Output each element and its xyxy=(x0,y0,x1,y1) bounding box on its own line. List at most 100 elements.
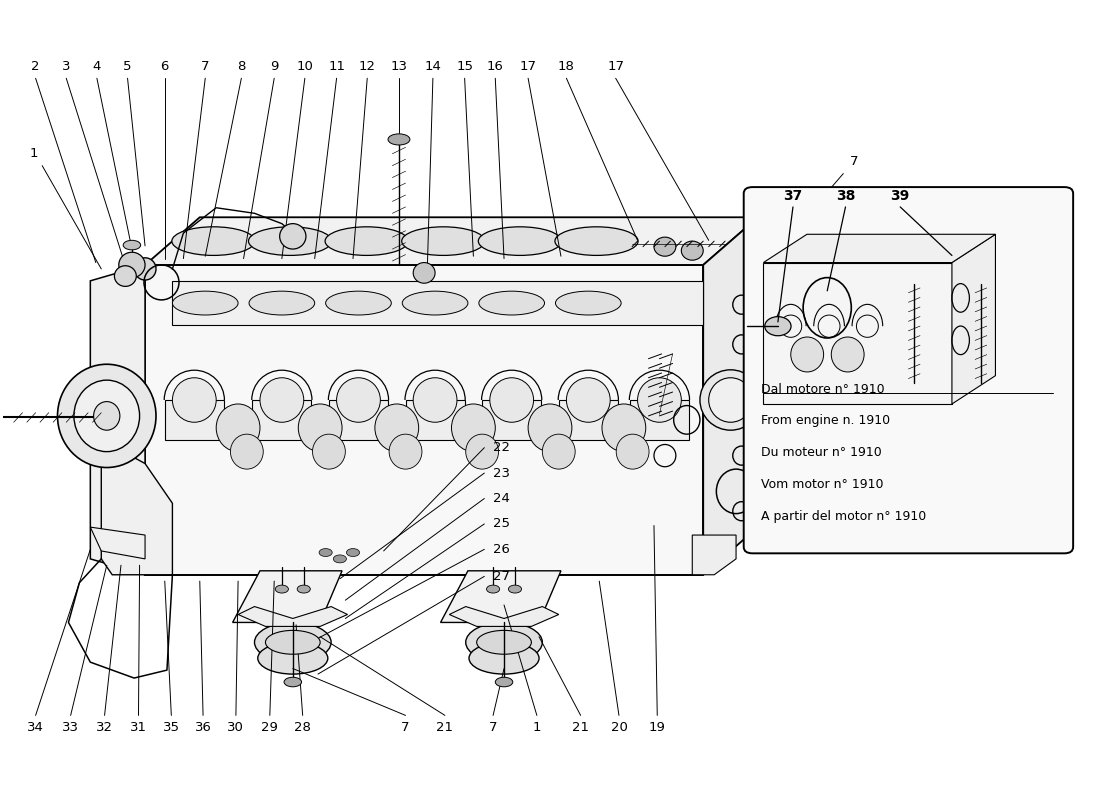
Text: Du moteur n° 1910: Du moteur n° 1910 xyxy=(761,446,882,459)
Text: 28: 28 xyxy=(294,721,311,734)
Polygon shape xyxy=(101,440,173,574)
Polygon shape xyxy=(232,571,342,622)
Ellipse shape xyxy=(312,434,345,469)
Polygon shape xyxy=(763,234,996,262)
Ellipse shape xyxy=(326,227,408,255)
Text: 21: 21 xyxy=(572,721,590,734)
Ellipse shape xyxy=(478,227,561,255)
Text: 20: 20 xyxy=(610,721,627,734)
Text: 25: 25 xyxy=(493,518,510,530)
Ellipse shape xyxy=(265,630,320,654)
Text: 39: 39 xyxy=(891,189,910,203)
Ellipse shape xyxy=(681,241,703,260)
Text: 3: 3 xyxy=(62,60,70,73)
Ellipse shape xyxy=(260,378,304,422)
Ellipse shape xyxy=(542,434,575,469)
Text: Vom motor n° 1910: Vom motor n° 1910 xyxy=(761,478,883,491)
Polygon shape xyxy=(90,265,145,574)
Bar xyxy=(630,400,689,440)
Text: 12: 12 xyxy=(359,60,376,73)
Ellipse shape xyxy=(791,337,824,372)
Ellipse shape xyxy=(230,434,263,469)
Ellipse shape xyxy=(172,227,255,255)
Text: 13: 13 xyxy=(390,60,407,73)
Text: 30: 30 xyxy=(228,721,244,734)
Text: 7: 7 xyxy=(850,155,858,168)
Ellipse shape xyxy=(490,378,534,422)
Text: 29: 29 xyxy=(262,721,278,734)
Polygon shape xyxy=(238,606,348,626)
Text: 11: 11 xyxy=(328,60,345,73)
Text: 31: 31 xyxy=(130,721,147,734)
Ellipse shape xyxy=(217,404,260,452)
Text: 9: 9 xyxy=(270,60,278,73)
Bar xyxy=(252,400,311,440)
Ellipse shape xyxy=(414,262,436,283)
Text: 35: 35 xyxy=(163,721,179,734)
Polygon shape xyxy=(692,535,736,574)
Ellipse shape xyxy=(275,585,288,593)
Ellipse shape xyxy=(319,549,332,557)
Text: 16: 16 xyxy=(487,60,504,73)
Ellipse shape xyxy=(478,291,544,315)
Ellipse shape xyxy=(249,227,332,255)
Bar xyxy=(406,400,464,440)
Polygon shape xyxy=(441,571,561,622)
Ellipse shape xyxy=(508,585,521,593)
Ellipse shape xyxy=(257,642,328,674)
Text: 1: 1 xyxy=(30,147,37,160)
Text: 7: 7 xyxy=(201,60,209,73)
Text: 10: 10 xyxy=(296,60,314,73)
Text: eurospares: eurospares xyxy=(456,437,688,490)
Polygon shape xyxy=(449,606,559,626)
Text: 36: 36 xyxy=(195,721,211,734)
Ellipse shape xyxy=(74,380,140,452)
Text: 27: 27 xyxy=(493,570,510,583)
Polygon shape xyxy=(145,218,758,265)
FancyBboxPatch shape xyxy=(744,187,1074,554)
Text: 34: 34 xyxy=(28,721,44,734)
Polygon shape xyxy=(90,527,145,559)
Text: 5: 5 xyxy=(123,60,132,73)
Bar xyxy=(165,400,224,440)
Ellipse shape xyxy=(173,291,238,315)
Ellipse shape xyxy=(326,291,392,315)
Text: 6: 6 xyxy=(161,60,169,73)
Text: 17: 17 xyxy=(519,60,537,73)
Text: 15: 15 xyxy=(456,60,473,73)
Text: 8: 8 xyxy=(238,60,245,73)
Text: 23: 23 xyxy=(493,466,510,479)
Ellipse shape xyxy=(451,404,495,452)
Ellipse shape xyxy=(402,227,485,255)
Ellipse shape xyxy=(249,291,315,315)
Text: 17: 17 xyxy=(607,60,624,73)
Ellipse shape xyxy=(700,370,761,430)
Ellipse shape xyxy=(297,585,310,593)
Polygon shape xyxy=(145,265,703,574)
Ellipse shape xyxy=(388,134,410,145)
Ellipse shape xyxy=(476,630,531,654)
Text: A partir del motor n° 1910: A partir del motor n° 1910 xyxy=(761,510,926,522)
Text: 37: 37 xyxy=(783,189,803,203)
Ellipse shape xyxy=(469,642,539,674)
Ellipse shape xyxy=(495,678,513,686)
Ellipse shape xyxy=(123,240,141,250)
Bar xyxy=(482,400,541,440)
Ellipse shape xyxy=(333,555,346,563)
Ellipse shape xyxy=(486,585,499,593)
Text: 21: 21 xyxy=(437,721,453,734)
Ellipse shape xyxy=(375,404,419,452)
Polygon shape xyxy=(763,262,952,404)
Text: From engine n. 1910: From engine n. 1910 xyxy=(761,414,890,427)
Ellipse shape xyxy=(119,252,145,278)
Ellipse shape xyxy=(708,378,752,422)
Text: eurospares: eurospares xyxy=(129,278,359,331)
Ellipse shape xyxy=(616,434,649,469)
Ellipse shape xyxy=(279,224,306,249)
Ellipse shape xyxy=(337,378,381,422)
Text: 1: 1 xyxy=(532,721,541,734)
Text: 14: 14 xyxy=(425,60,441,73)
Text: Dal motore n° 1910: Dal motore n° 1910 xyxy=(761,382,884,395)
Ellipse shape xyxy=(465,434,498,469)
Bar xyxy=(329,400,388,440)
